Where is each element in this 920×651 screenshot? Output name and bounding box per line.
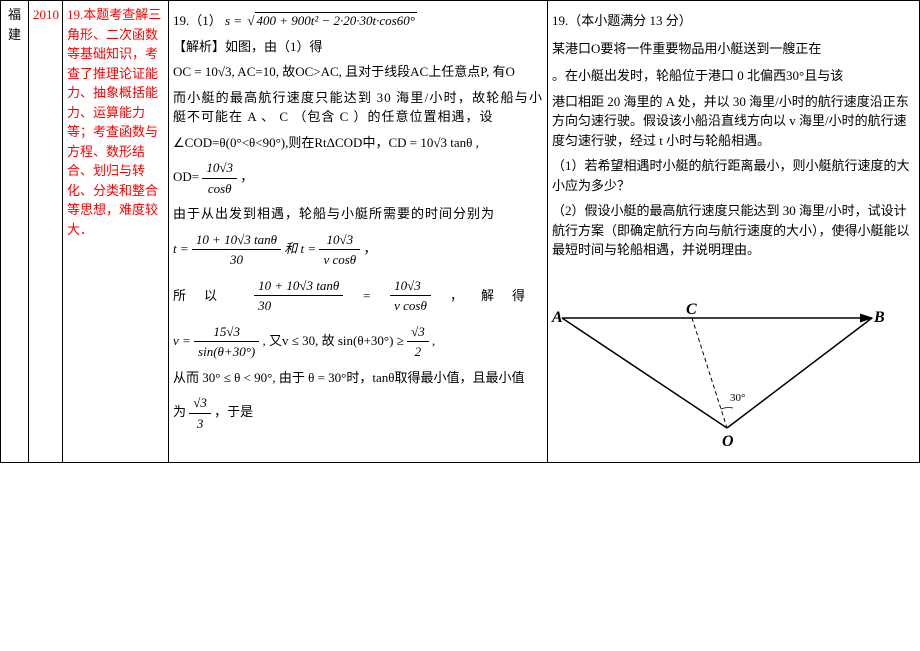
sol-line-8: 所以 10 + 10√3 tanθ 30 = 10√3 v cosθ ，解得 — [173, 276, 543, 316]
prob-3: 。在小艇出发时，轮船位于港口 0 北偏西30°且与该 — [552, 66, 915, 86]
frac-t1: 10 + 10√3 tanθ 30 — [192, 230, 281, 270]
province-text: 福建 — [8, 7, 21, 42]
line-ao — [562, 318, 727, 428]
sol-line-1: 19.（1） s = 400 + 900t² − 2·20·30t·cos60° — [173, 11, 543, 31]
line-co — [692, 318, 727, 428]
cell-province: 福建 — [1, 1, 29, 463]
sol-line-5: OD= 10√3 cosθ ， — [173, 158, 543, 198]
sol-1b: s — [225, 13, 230, 28]
sol-9c: , — [432, 332, 435, 347]
prob-6: （2）假设小艇的最高航行速度只能达到 30 海里/小时，试设计航行方案（即确定航… — [552, 201, 915, 260]
cell-solution: 19.（1） s = 400 + 900t² − 2·20·30t·cos60°… — [169, 1, 548, 463]
frac-s32-d: 2 — [407, 342, 429, 362]
frac-t1-n: 10 + 10√3 tanθ — [192, 230, 281, 251]
line-bo — [727, 318, 872, 428]
sol-line-3: OC = 10√3, AC=10, 故OC>AC, 且对于线段AC上任意点P, … — [173, 62, 543, 82]
frac-min-d: 3 — [189, 414, 211, 434]
frac-t2-n: 10√3 — [319, 230, 360, 251]
angle-arc — [721, 407, 733, 408]
frac-od-den: cosθ — [202, 179, 237, 199]
frac-v-d: sin(θ+30°) — [194, 342, 259, 362]
sol-5b: ， — [240, 169, 253, 184]
geom-svg — [552, 278, 882, 458]
sol-8eq: = — [362, 286, 371, 306]
label-a: A — [552, 306, 563, 330]
sol-line-2: 【解析】如图，由（1）得 — [173, 37, 543, 57]
frac-min-n: √3 — [189, 393, 211, 414]
label-o: O — [722, 430, 734, 454]
content-table: 福建 2010 19.本题考查解三角形、二次函数等基础知识，考查了推理论证能力、… — [0, 0, 920, 463]
frac-v: 15√3 sin(θ+30°) — [194, 322, 259, 362]
frac-s32-n: √3 — [407, 322, 429, 343]
label-b: B — [874, 306, 885, 330]
geometry-diagram: A B C O 30° — [552, 278, 882, 458]
prob-2: 某港口O要将一件重要物品用小艇送到一艘正在 — [552, 39, 915, 59]
sol-line-7: t = 10 + 10√3 tanθ 30 和 t = 10√3 v cosθ … — [173, 230, 543, 270]
sol-line-4a: 而小艇的最高航行速度只能达到 30 海里/小时，故轮船与小艇不可能在 A 、 C… — [173, 88, 543, 127]
frac-od-num: 10√3 — [202, 158, 237, 179]
label-angle: 30° — [730, 390, 745, 407]
sol-9b: , 又v ≤ 30, 故 sin(θ+30°) ≥ — [262, 332, 407, 347]
cell-problem: 19.（本小题满分 13 分） 某港口O要将一件重要物品用小艇送到一艘正在 。在… — [548, 1, 920, 463]
sol-9a: v = — [173, 332, 191, 347]
sol-line-10: 从而 30° ≤ θ < 90°, 由于 θ = 30°时，tanθ取得最小值，… — [173, 368, 543, 388]
frac-eq1-d: 30 — [254, 296, 343, 316]
frac-eq1-n: 10 + 10√3 tanθ — [254, 276, 343, 297]
prob-1: 19.（本小题满分 13 分） — [552, 11, 915, 31]
sol-7mid: 和 t = — [284, 240, 316, 255]
sol-1c: = — [233, 13, 242, 28]
sol-7end: ， — [363, 240, 376, 255]
sol-line-4b: ∠COD=θ(0°<θ<90°),则在RtΔCOD中，CD = 10√3 tan… — [173, 133, 543, 153]
label-c: C — [686, 298, 697, 322]
sol-line-11: 为 √3 3 ，于是 — [173, 393, 543, 433]
sol-7a: t = — [173, 240, 189, 255]
frac-eq2-n: 10√3 — [390, 276, 431, 297]
sol-11a: 为 — [173, 404, 186, 419]
frac-eq2: 10√3 v cosθ — [390, 276, 431, 316]
sol-line-9: v = 15√3 sin(θ+30°) , 又v ≤ 30, 故 sin(θ+3… — [173, 322, 543, 362]
sol-5a: OD= — [173, 169, 199, 184]
prob-4: 港口相距 20 海里的 A 处，并以 30 海里/小时的航行速度沿正东方向匀速行… — [552, 92, 915, 151]
frac-od: 10√3 cosθ — [202, 158, 237, 198]
sol-line-6: 由于从出发到相遇，轮船与小艇所需要的时间分别为 — [173, 204, 543, 224]
sol-8b: ，解得 — [450, 286, 543, 306]
cell-year: 2010 — [29, 1, 63, 463]
page: 福建 2010 19.本题考查解三角形、二次函数等基础知识，考查了推理论证能力、… — [0, 0, 920, 651]
frac-v-n: 15√3 — [194, 322, 259, 343]
analysis-text: 19.本题考查解三角形、二次函数等基础知识，考查了推理论证能力、抽象概括能力、运… — [67, 7, 161, 237]
sol-1a: 19.（1） — [173, 13, 222, 28]
sol-8a: 所以 — [173, 286, 235, 306]
frac-eq1: 10 + 10√3 tanθ 30 — [254, 276, 343, 316]
frac-min: √3 3 — [189, 393, 211, 433]
sqrt-1-rad: 400 + 900t² − 2·20·30t·cos60° — [255, 12, 417, 28]
sqrt-1: 400 + 900t² − 2·20·30t·cos60° — [245, 11, 417, 31]
frac-t2-d: v cosθ — [319, 250, 360, 270]
frac-t2: 10√3 v cosθ — [319, 230, 360, 270]
cell-analysis: 19.本题考查解三角形、二次函数等基础知识，考查了推理论证能力、抽象概括能力、运… — [63, 1, 169, 463]
year-text: 2010 — [33, 7, 59, 22]
frac-eq2-d: v cosθ — [390, 296, 431, 316]
sol-11b: ，于是 — [214, 404, 253, 419]
prob-5: （1）若希望相遇时小艇的航行距离最小，则小艇航行速度的大小应为多少？ — [552, 156, 915, 195]
frac-s32: √3 2 — [407, 322, 429, 362]
frac-t1-d: 30 — [192, 250, 281, 270]
